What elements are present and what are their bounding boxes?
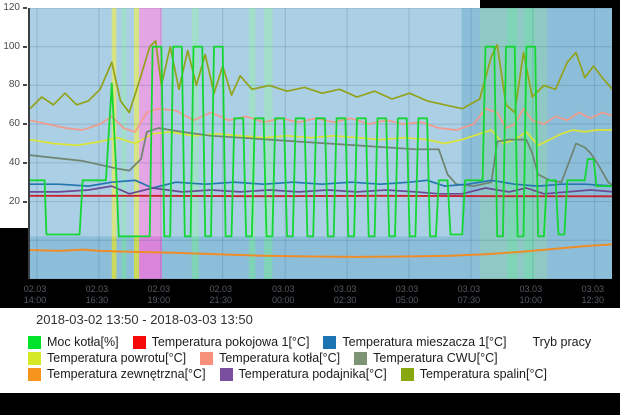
- mode-band: [121, 8, 127, 279]
- legend-label: Temperatura CWU[°C]: [373, 351, 498, 365]
- legend-swatch: [400, 367, 414, 381]
- legend-swatch: [200, 351, 214, 365]
- x-tick-label: 02.03 16:30: [85, 284, 109, 305]
- legend-swatch: [28, 335, 41, 349]
- legend-item: Temperatura pokojowa 1[°C]: [132, 335, 310, 349]
- y-tick-label: 20: [8, 195, 20, 207]
- legend-swatch: [28, 351, 41, 365]
- mode-band: [249, 8, 256, 279]
- letterbox-right: [612, 0, 620, 308]
- legend-label: Temperatura pokojowa 1[°C]: [151, 335, 310, 349]
- x-tick-label: 03.03 12:30: [581, 284, 604, 305]
- legend-item: Temperatura zewnętrzna[°C]: [28, 367, 206, 381]
- x-tick-label: 03.03 07:30: [457, 284, 481, 305]
- legend-swatch: [28, 367, 41, 381]
- legend-swatch: [132, 335, 146, 349]
- y-tick-mark: [23, 45, 27, 48]
- y-tick-mark: [23, 84, 27, 87]
- x-tick-label: 03.03 05:00: [395, 284, 419, 305]
- legend-label: Temperatura zewnętrzna[°C]: [47, 367, 206, 381]
- series-temperatura-zewnetrzna: [30, 243, 614, 258]
- series-temperatura-podajnika: [30, 185, 614, 195]
- y-tick-mark: [23, 7, 27, 9]
- legend-label: Temperatura spalin[°C]: [419, 367, 547, 381]
- chart-footer: 2018-03-02 13:50 - 2018-03-03 13:50 Moc …: [0, 308, 620, 393]
- legend-item: Moc kotła[%]: [28, 335, 119, 349]
- legend-row: Temperatura powrotu[°C] Temperatura kotła…: [28, 350, 612, 366]
- x-tick-label: 03.03 10:00: [519, 284, 543, 305]
- y-tick-mark: [23, 123, 27, 126]
- legend-item: Temperatura powrotu[°C]: [28, 351, 186, 365]
- letterbox-top-right: [480, 0, 620, 8]
- series-temperatura-mieszacza-1: [30, 179, 614, 189]
- legend-label: Moc kotła[%]: [47, 335, 119, 349]
- x-tick-label: 02.03 19:00: [147, 284, 171, 305]
- series-temperatura-powrotu: [30, 129, 614, 147]
- y-tick-mark: [23, 200, 27, 203]
- legend-label: Temperatura mieszacza 1[°C]: [342, 335, 507, 349]
- y-tick-label: 80: [8, 79, 20, 91]
- letterbox-left-bottom: [0, 228, 28, 279]
- x-tick-label: 03.03 00:00: [271, 284, 295, 305]
- y-tick-label: 60: [8, 118, 20, 130]
- date-range-title: 2018-03-02 13:50 - 2018-03-03 13:50: [36, 312, 253, 327]
- legend-row: Temperatura zewnętrzna[°C] Temperatura po…: [28, 366, 612, 382]
- chart-plot[interactable]: [28, 8, 614, 279]
- legend-item: Temperatura kotła[°C]: [200, 351, 340, 365]
- chart-canvas[interactable]: [30, 8, 614, 279]
- y-tick-label: 120: [3, 2, 20, 13]
- letterbox-bottom: [0, 393, 620, 415]
- legend-swatch: [219, 367, 233, 381]
- series-moc-kotla: [30, 45, 614, 238]
- mode-band: [191, 8, 199, 279]
- x-tick-label: 02.03 14:00: [23, 284, 47, 305]
- legend-label: Temperatura powrotu[°C]: [47, 351, 187, 365]
- x-tick-label: 02.03 21:30: [209, 284, 232, 305]
- mode-band: [524, 8, 535, 279]
- legend-item: Temperatura spalin[°C]: [400, 367, 547, 381]
- x-tick-label: 03.03 02:30: [333, 284, 357, 305]
- legend-item: Temperatura CWU[°C]: [354, 351, 498, 365]
- legend: Moc kotła[%] Temperatura pokojowa 1[°C] Te…: [28, 334, 612, 382]
- legend-label: Temperatura podajnika[°C]: [238, 367, 387, 381]
- legend-row: Moc kotła[%] Temperatura pokojowa 1[°C] Te…: [28, 334, 612, 350]
- y-tick-label: 100: [3, 40, 20, 52]
- mode-band: [507, 8, 518, 279]
- legend-swatch: [323, 335, 337, 349]
- x-axis: 02.03 14:00 02.03 16:30 02.03 19:00 02.03 21:30…: [0, 279, 620, 308]
- legend-item: Tryb pracy: [533, 335, 592, 349]
- legend-swatch: [354, 351, 368, 365]
- legend-label: Tryb pracy: [532, 335, 592, 349]
- y-tick-label: 40: [8, 156, 20, 168]
- legend-label: Temperatura kotła[°C]: [219, 351, 341, 365]
- legend-item: Temperatura mieszacza 1[°C]: [323, 335, 507, 349]
- legend-item: Temperatura podajnika[°C]: [219, 367, 387, 381]
- y-tick-mark: [23, 161, 27, 164]
- series-temperatura-spalin: [30, 40, 614, 114]
- mode-band: [264, 8, 273, 279]
